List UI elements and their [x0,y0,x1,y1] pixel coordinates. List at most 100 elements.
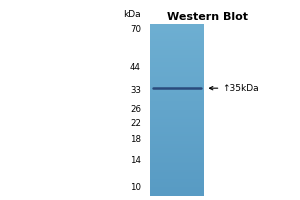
Bar [150,38,204,39]
Bar [150,191,204,193]
Bar [150,98,204,100]
Bar [150,139,204,141]
Bar [150,43,204,45]
Bar [150,105,204,107]
Bar [150,125,204,127]
Bar [150,67,204,69]
Bar [150,76,204,77]
Bar [150,162,204,163]
Bar [150,60,204,62]
Bar [150,158,204,160]
Bar [150,84,204,86]
Text: kDa: kDa [123,10,141,19]
Bar [150,194,204,196]
Bar [150,39,204,41]
Bar [150,89,204,91]
Bar [150,26,204,27]
Bar [150,100,204,101]
Bar [150,91,204,93]
Bar [150,146,204,148]
Bar [150,134,204,136]
Bar [150,181,204,182]
Bar [150,74,204,76]
Bar [150,33,204,34]
Bar [150,81,204,82]
Text: 14: 14 [130,156,141,165]
Text: 18: 18 [130,135,141,144]
Bar [150,69,204,70]
Text: 26: 26 [130,105,141,114]
Bar [150,155,204,156]
Bar [150,115,204,117]
Text: 10: 10 [130,183,141,192]
Bar [150,103,204,105]
Bar [150,77,204,79]
Bar [150,88,204,89]
Bar [150,50,204,52]
Bar [150,127,204,129]
Bar [150,58,204,60]
Bar [150,150,204,151]
Bar [150,132,204,134]
Bar [150,55,204,57]
Text: Western Blot: Western Blot [167,12,248,22]
Bar [150,65,204,67]
Bar [150,57,204,58]
Bar [150,184,204,186]
Bar [150,41,204,43]
Bar [150,129,204,131]
Bar [150,172,204,174]
Bar [150,186,204,187]
Bar [150,144,204,146]
Bar [150,160,204,162]
Bar [150,165,204,167]
Bar [150,189,204,191]
Bar [150,175,204,177]
Bar [150,52,204,53]
Bar [150,117,204,119]
Bar [150,177,204,179]
Bar [150,70,204,72]
Bar [150,124,204,125]
Text: 44: 44 [130,63,141,72]
Bar [150,163,204,165]
Bar [150,179,204,181]
Bar [150,138,204,139]
Bar [150,64,204,65]
Bar [150,131,204,132]
Bar [150,62,204,64]
Bar [150,101,204,103]
Bar [150,193,204,194]
Bar [150,36,204,38]
Bar [150,108,204,110]
Bar [150,168,204,170]
Text: ↑35kDa: ↑35kDa [222,84,259,93]
Bar [150,148,204,150]
Text: 22: 22 [130,119,141,128]
Bar [150,167,204,168]
Text: 33: 33 [130,86,141,95]
Bar [150,110,204,112]
Bar [150,46,204,48]
Bar [150,72,204,74]
Bar [150,86,204,88]
Bar [150,136,204,138]
Bar [150,153,204,155]
Bar [150,79,204,81]
Bar [150,82,204,84]
Bar [150,45,204,46]
Bar [150,24,204,26]
Bar [150,122,204,124]
Bar [150,143,204,144]
Bar [150,96,204,98]
Bar [150,48,204,50]
Bar [150,119,204,120]
Bar [150,95,204,96]
Bar [150,170,204,172]
Bar [150,151,204,153]
Bar [150,174,204,175]
Bar [150,141,204,143]
Bar [150,27,204,29]
Bar [150,31,204,33]
Bar [150,53,204,55]
